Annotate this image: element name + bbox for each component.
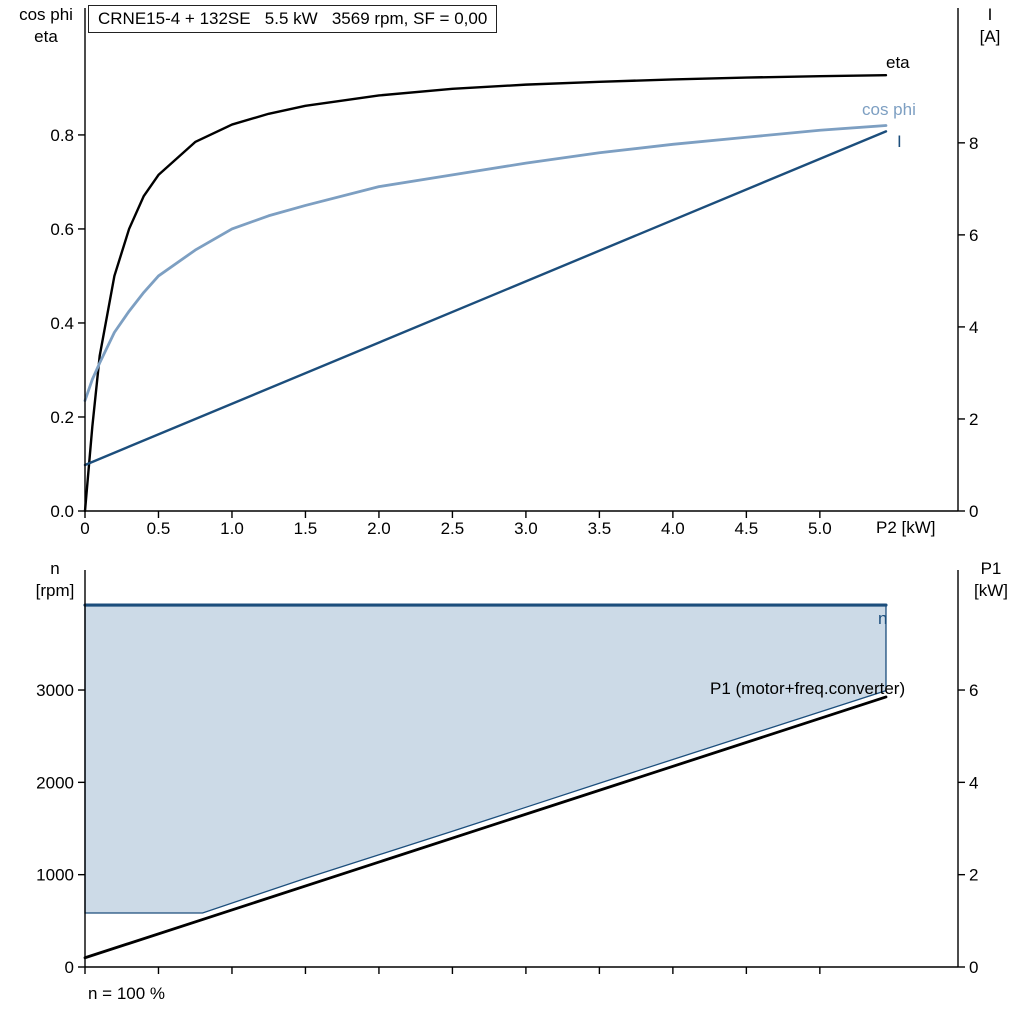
y-right-tick-label: 2 (969, 410, 978, 429)
series-cos phi-line (83, 124, 888, 402)
p1-curve-label: P1 (motor+freq.converter) (710, 679, 906, 698)
y-right-tick-label: 2 (969, 866, 978, 885)
series-eta-line (83, 74, 888, 513)
cosphi-curve-label: cos phi (862, 100, 916, 119)
current-curve-label: I (897, 132, 902, 151)
axis-label-kw-unit: [kW] (974, 581, 1008, 600)
bottom-right-axis-label: P1 [kW] (958, 558, 1024, 602)
axis-label-cosphi: cos phi (19, 5, 73, 24)
y-left-tick-label: 2000 (36, 773, 74, 792)
x-tick-label: 1.0 (220, 519, 244, 538)
axis-label-eta: eta (34, 27, 58, 46)
x-tick-label: 4.0 (661, 519, 685, 538)
eta-curve-label: eta (886, 53, 910, 72)
axis-label-current: I (987, 5, 993, 24)
top-right-axis-label: I [A] (958, 4, 1022, 48)
y-left-tick-label: 3000 (36, 681, 74, 700)
x-tick-label: 0 (80, 519, 89, 538)
speed-footnote: n = 100 % (88, 984, 166, 1003)
y-right-tick-label: 0 (969, 502, 978, 521)
x-tick-label: 3.5 (588, 519, 612, 538)
y-left-tick-label: 1000 (36, 866, 74, 885)
y-right-tick-label: 0 (969, 958, 978, 977)
x-tick-label: 5.0 (808, 519, 832, 538)
x-tick-label: 3.0 (514, 519, 538, 538)
axis-label-p1: P1 (980, 559, 1002, 578)
x-axis-label-p2: P2 [kW] (876, 518, 936, 537)
series-P1-line (83, 695, 888, 960)
top-left-axis-label: cos phi eta (8, 4, 84, 48)
x-tick-label: 4.5 (735, 519, 759, 538)
x-tick-label: 2.0 (367, 519, 391, 538)
series-I-line (83, 130, 888, 467)
x-tick-label: 1.5 (294, 519, 318, 538)
y-left-tick-label: 0.8 (50, 126, 74, 145)
y-left-tick-label: 0.2 (50, 408, 74, 427)
y-right-tick-label: 6 (969, 681, 978, 700)
y-left-tick-label: 0.4 (50, 314, 74, 333)
speed-curve-label: n (878, 609, 888, 628)
axis-label-n: n (50, 559, 60, 578)
y-left-tick-label: 0.6 (50, 220, 74, 239)
y-right-tick-label: 6 (969, 226, 978, 245)
y-right-tick-label: 8 (969, 134, 978, 153)
x-tick-label: 2.5 (441, 519, 465, 538)
axis-label-rpm-unit: [rpm] (35, 581, 75, 600)
axis-label-ampere-unit: [A] (979, 27, 1001, 46)
y-left-tick-label: 0.0 (50, 502, 74, 521)
x-tick-label: 0.5 (147, 519, 171, 538)
y-right-tick-label: 4 (969, 318, 978, 337)
series-duty-range-area (84, 604, 887, 914)
chart-title: CRNE15-4 + 132SE 5.5 kW 3569 rpm, SF = 0… (88, 5, 498, 33)
y-left-tick-label: 0 (65, 958, 74, 977)
y-right-tick-label: 4 (969, 773, 978, 792)
bottom-left-axis-label: n [rpm] (22, 558, 88, 602)
